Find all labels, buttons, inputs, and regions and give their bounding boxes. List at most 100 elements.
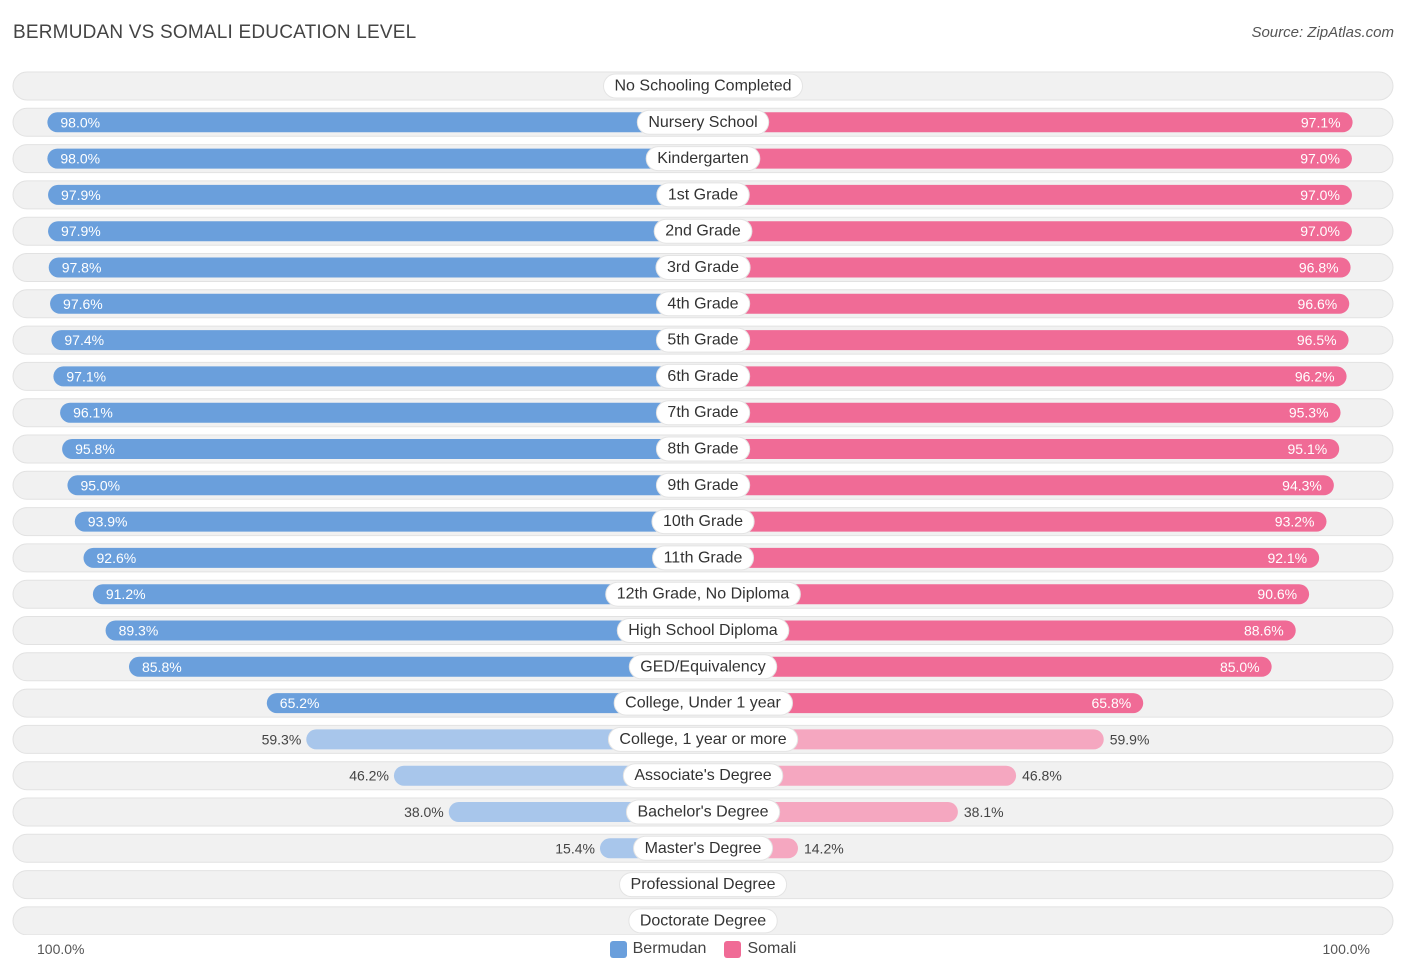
bar-row: 93.9% 93.2% 10th Grade [12, 507, 1394, 537]
value-label-somali: 92.1% [1267, 550, 1307, 566]
category-label-pill [628, 654, 778, 680]
category-label-pill [655, 255, 751, 280]
category-label-pill [605, 581, 801, 607]
bar-bermudan [105, 620, 703, 641]
category-label: Doctorate Degree [640, 912, 766, 929]
category-label: Kindergarten [657, 150, 749, 167]
category-label-pill [656, 182, 750, 208]
value-label-bermudan: 95.8% [75, 441, 115, 457]
value-label-somali: 85.0% [1220, 659, 1260, 675]
category-label: College, 1 year or more [619, 731, 786, 748]
bar-row: 97.9% 97.0% 2nd Grade [12, 216, 1394, 246]
bar-somali [703, 656, 1272, 677]
category-label: High School Diploma [628, 622, 778, 639]
category-label: 12th Grade, No Diploma [617, 586, 790, 603]
category-label: Master's Degree [645, 840, 762, 857]
category-label-pill [622, 763, 784, 789]
value-label-somali: 96.5% [1297, 332, 1337, 348]
category-label-pill [645, 146, 761, 172]
value-label-somali: 14.2% [804, 840, 844, 856]
category-label-pill [628, 908, 778, 934]
category-label: 9th Grade [667, 477, 738, 494]
value-label-bermudan: 97.4% [64, 332, 104, 348]
bar-row: 65.2% 65.8% College, Under 1 year [12, 688, 1394, 718]
bar-somali [703, 330, 1349, 351]
category-label-pill [613, 690, 793, 716]
legend-item-bermudan: Bermudan [609, 940, 706, 958]
value-label-bermudan: 59.3% [262, 731, 302, 747]
value-label-bermudan: 96.1% [73, 405, 113, 421]
category-label: 3rd Grade [667, 259, 739, 276]
category-label: 10th Grade [663, 513, 743, 530]
value-label-somali: 97.0% [1300, 187, 1340, 203]
bar-row: 2.1%2.9%No Schooling Completed [12, 71, 1394, 101]
bar-bermudan [266, 693, 703, 714]
category-label-pill [603, 73, 803, 99]
category-label: 11th Grade [664, 549, 743, 566]
value-label-somali: 97.1% [1301, 114, 1341, 130]
value-label-bermudan: 89.3% [119, 623, 159, 639]
bar-row: 97.4% 96.5% 5th Grade [12, 325, 1394, 355]
bar-row: 85.8% 85.0% GED/Equivalency [12, 652, 1394, 682]
bar-somali [703, 184, 1352, 205]
legend-label-somali: Somali [747, 940, 797, 957]
bar-bermudan [83, 547, 704, 568]
value-label-bermudan: 65.2% [280, 695, 320, 711]
bar-bermudan [306, 729, 703, 750]
bar-row: 97.6% 96.6% 4th Grade [12, 289, 1394, 319]
bar-bermudan [74, 511, 703, 532]
bar-row: 98.0% 97.0% Kindergarten [12, 144, 1394, 174]
value-label-somali: 96.8% [1299, 260, 1339, 276]
chart-source: Source: ZipAtlas.com [1251, 24, 1394, 41]
value-label-somali: 97.0% [1300, 151, 1340, 167]
category-label-pill [655, 400, 751, 426]
bar-row: 4.4%4.1%Professional Degree [12, 870, 1394, 900]
value-label-somali: 59.9% [1110, 731, 1150, 747]
bar-somali [703, 112, 1353, 133]
category-label: Nursery School [648, 114, 757, 131]
bar-row: 96.1% 95.3% 7th Grade [12, 398, 1394, 428]
category-label-pill [619, 872, 788, 898]
bar-bermudan [67, 475, 703, 496]
bar-somali [703, 693, 1144, 714]
bar-somali [703, 620, 1296, 641]
category-label: 7th Grade [667, 404, 738, 421]
value-label-bermudan: 97.9% [61, 223, 101, 239]
value-label-bermudan: 46.2% [349, 768, 389, 784]
bar-somali [703, 293, 1350, 314]
value-label-somali: 88.6% [1244, 623, 1284, 639]
chart-canvas: 2.1%2.9%No Schooling Completed 98.0% 97.1%… [12, 71, 1394, 935]
bar-row: 97.1% 96.2% 6th Grade [12, 361, 1394, 391]
category-label-pill [651, 509, 755, 535]
value-label-bermudan: 98.0% [60, 151, 100, 167]
bar-somali [703, 511, 1327, 532]
category-label: No Schooling Completed [615, 78, 792, 95]
category-label-pill [607, 726, 799, 752]
category-label: 8th Grade [667, 441, 738, 458]
bar-row: 98.0% 97.1% Nursery School [12, 107, 1394, 137]
category-label-pill [625, 799, 781, 825]
value-label-bermudan: 15.4% [555, 840, 595, 856]
category-label-pill [653, 218, 753, 244]
bar-somali [703, 402, 1341, 423]
bar-row: 15.4% 14.2% Master's Degree [12, 833, 1394, 863]
value-label-bermudan: 38.0% [404, 804, 444, 820]
category-label: 4th Grade [667, 295, 738, 312]
bar-row: 95.8% 95.1% 8th Grade [12, 434, 1394, 464]
value-label-bermudan: 95.0% [80, 477, 120, 493]
category-label-pill [636, 109, 770, 135]
value-label-bermudan: 97.9% [61, 187, 101, 203]
category-label-pill [616, 618, 790, 643]
bar-somali [703, 148, 1352, 169]
category-label-pill [655, 327, 751, 353]
value-label-somali: 96.2% [1295, 368, 1335, 384]
bar-bermudan [48, 221, 703, 242]
bar-bermudan [50, 293, 703, 314]
value-label-bermudan: 98.0% [60, 114, 100, 130]
value-label-somali: 96.6% [1298, 296, 1338, 312]
bar-bermudan [60, 402, 703, 423]
bar-bermudan [51, 330, 704, 351]
value-label-somali: 38.1% [964, 804, 1004, 820]
legend-swatch-bermudan [609, 940, 627, 958]
bar-bermudan [47, 148, 703, 169]
